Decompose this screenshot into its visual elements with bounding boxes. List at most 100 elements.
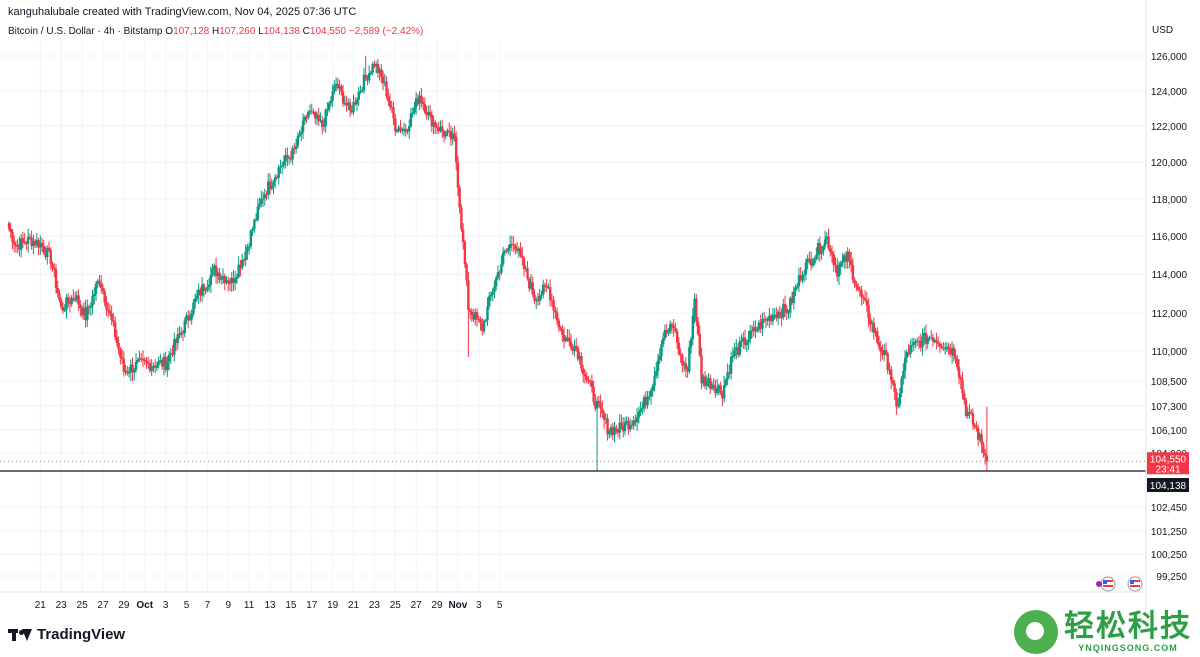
candle-body [561,329,564,335]
symbol-label[interactable]: Bitcoin / U.S. Dollar · 4h · Bitstamp [8,26,163,37]
candle-body [442,131,446,137]
candle-body [776,311,780,318]
candle-body [963,393,966,401]
candle-body [782,304,785,318]
time-axis[interactable]: 21 23 25 27 29 Oct 3 5 7 9 11 13 15 17 19 21 23 25 27 29 Nov… [0,591,1146,611]
time-tick-label: 23 [369,600,381,611]
candle-body [409,113,413,127]
candle-body [846,251,849,262]
close-value: 104,550 [309,26,347,37]
candle-body [519,248,522,256]
close-label: C [302,26,310,37]
candle-body [334,83,338,86]
candle-body [515,249,519,251]
currency-label[interactable]: USD [1152,25,1174,36]
last-price-tag [1147,452,1189,475]
candle-body [884,350,888,354]
candle-body [752,327,755,332]
candle-body [87,306,91,308]
candle-body [696,321,700,334]
candle-body [625,420,628,423]
last-price-value: 104,550 [1150,454,1187,465]
candle-body [616,431,620,433]
candle-body [354,101,357,105]
candle-body [662,338,665,345]
candle-body [449,131,453,140]
candle-body [836,264,839,277]
candle-body [740,341,743,343]
time-tick-label: 25 [77,600,89,611]
candle-body [47,247,51,251]
candle-body [13,242,16,245]
tradingview-logo[interactable]: TradingView [8,626,125,643]
candle-body [742,337,745,342]
price-tick-label: 106,100 [1151,426,1188,437]
candle-body [792,291,795,303]
time-tick-label: 13 [264,600,276,611]
candle-body [926,338,929,344]
candle-body [134,362,138,370]
candle-body [364,74,367,78]
candle-body [101,288,105,292]
candle-body [703,376,707,387]
candle-body [562,334,566,342]
candle-body [849,260,853,265]
candle-body [373,63,376,67]
candle-body [246,246,249,252]
candle-body [599,402,602,409]
candle-body [794,287,797,292]
candle-body [728,372,731,374]
candle-body [486,306,489,321]
candle-body [698,333,701,356]
candle-body [611,427,614,435]
candle-body [888,369,891,371]
candle-body [82,307,86,316]
candle-body [724,379,728,386]
candle-body [658,355,661,361]
candle-body [206,286,209,291]
candle-body [293,147,296,150]
price-axis[interactable]: 126,000 124,000 122,000 120,000 118,000 116,0… [1145,0,1188,612]
candle-body [919,341,922,348]
candle-body [771,315,775,322]
candle-body [860,290,863,297]
candle-body [790,298,794,303]
candle-body [86,306,89,321]
flag-canton [1103,580,1107,584]
candle-body [896,404,900,407]
time-tick-label: 21 [348,600,360,611]
candle-body [813,258,816,264]
candle-body [557,320,561,328]
candle-body [731,355,735,357]
tradingview-logo-icon [8,627,32,643]
candle-body [42,246,45,253]
candle-body [280,165,284,167]
candle-body [14,244,18,247]
candle-body [482,320,486,332]
candle-body [211,268,214,276]
candle-body [936,342,940,344]
candle-body [938,343,942,347]
candle-body [312,111,315,113]
time-tick-label: 19 [327,600,339,611]
candle-body [37,240,40,248]
candle-body [73,299,77,301]
candle-body [529,282,533,289]
candle-body [493,286,496,292]
candle-body [214,265,218,277]
event-flags[interactable] [1096,576,1143,592]
candle-body [622,426,625,432]
candle-body [548,287,552,300]
candle-body [517,248,521,251]
candle-body [30,237,33,247]
time-tick-label: 27 [411,600,423,611]
candle-body [608,430,611,435]
candle-body [387,96,390,102]
candle-body [157,360,160,366]
candle-body [315,114,319,119]
candle-body [160,360,164,367]
candle-body [651,386,654,391]
time-tick-label: Nov [448,600,467,611]
candle-body [768,315,771,321]
